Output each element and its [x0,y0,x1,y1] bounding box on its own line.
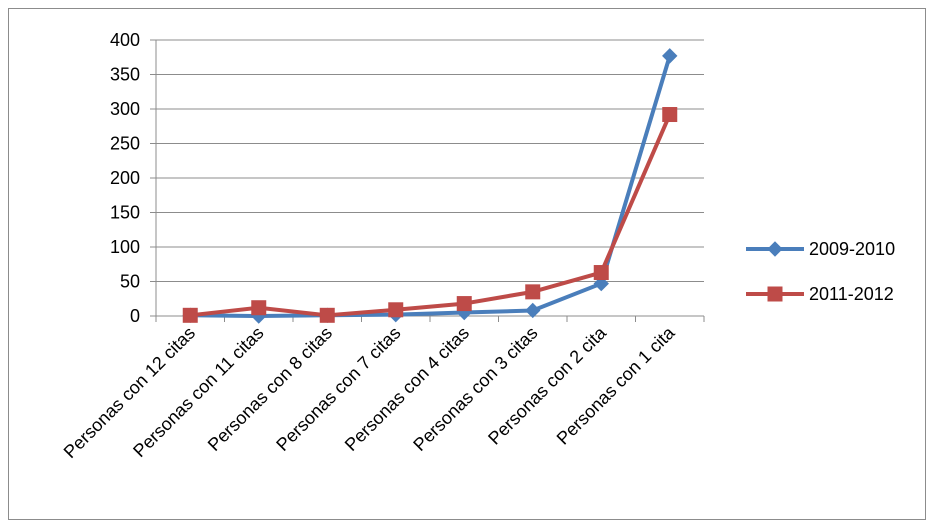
data-point [456,296,472,312]
series-2011-2012 [182,107,678,323]
data-point [182,307,198,323]
x-category-label: Personas con 11 citas [129,323,267,461]
x-category-label: Personas con 1 cita [553,322,680,449]
y-tick-label: 250 [110,134,140,154]
x-category-label: Personas con 7 citas [272,323,404,455]
data-point [593,265,609,281]
legend-label: 2009-2010 [809,239,895,259]
chart-frame [8,8,926,520]
y-tick-label: 200 [110,168,140,188]
series-line [190,55,672,318]
gridlines [156,39,704,282]
y-axis-ticks: 0 50 100 150 200 250 300 350 400 [110,30,140,326]
legend: 2009-2010 2011-2012 [746,239,895,304]
y-tick-label: 100 [110,237,140,257]
y-tick-label: 400 [110,30,140,50]
legend-marker [767,286,783,302]
x-axis [150,39,705,322]
series-lines [182,48,678,324]
data-point [662,107,678,123]
y-tick-label: 350 [110,65,140,85]
x-category-label: Personas con 12 citas [60,323,199,462]
x-category-label: Personas con 3 citas [409,323,541,455]
x-category-label: Personas con 8 citas [204,323,336,455]
y-tick-label: 0 [130,306,140,326]
data-point [662,48,678,64]
legend-marker [767,241,783,257]
series-line [190,113,672,318]
data-point [525,284,541,300]
legend-label: 2011-2012 [809,284,894,304]
x-category-label: Personas con 2 cita [484,322,611,449]
data-point [251,300,267,316]
data-point [525,302,541,319]
y-tick-label: 150 [110,203,140,223]
data-point [593,275,609,292]
data-point [319,307,335,323]
y-tick-label: 300 [110,99,140,119]
y-tick-label: 50 [120,272,140,292]
data-point [388,302,404,318]
x-category-label: Personas con 4 citas [341,323,473,455]
